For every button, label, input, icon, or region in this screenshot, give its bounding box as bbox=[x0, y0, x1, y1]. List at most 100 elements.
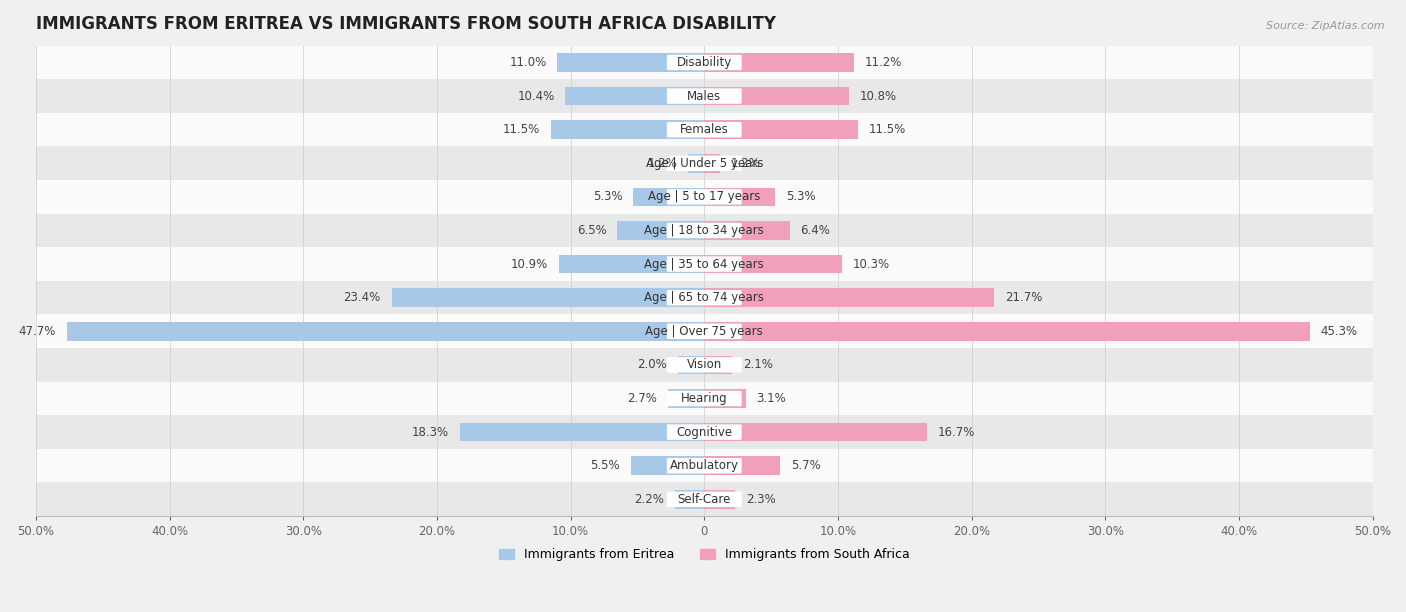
Bar bbox=[37, 482, 1372, 516]
FancyBboxPatch shape bbox=[666, 189, 742, 204]
Bar bbox=[37, 214, 1372, 247]
Text: 5.7%: 5.7% bbox=[792, 459, 821, 472]
Bar bbox=[704, 457, 780, 475]
Bar bbox=[565, 87, 704, 105]
Text: IMMIGRANTS FROM ERITREA VS IMMIGRANTS FROM SOUTH AFRICA DISABILITY: IMMIGRANTS FROM ERITREA VS IMMIGRANTS FR… bbox=[37, 15, 776, 33]
Text: 2.7%: 2.7% bbox=[627, 392, 658, 405]
Text: 11.2%: 11.2% bbox=[865, 56, 903, 69]
Text: Ambulatory: Ambulatory bbox=[669, 459, 738, 472]
Bar bbox=[66, 322, 704, 340]
FancyBboxPatch shape bbox=[666, 357, 742, 373]
Bar bbox=[37, 449, 1372, 482]
Text: 10.3%: 10.3% bbox=[852, 258, 890, 271]
FancyBboxPatch shape bbox=[666, 122, 742, 138]
Bar bbox=[557, 53, 704, 72]
Text: 11.5%: 11.5% bbox=[869, 123, 905, 136]
FancyBboxPatch shape bbox=[666, 256, 742, 272]
Text: 10.4%: 10.4% bbox=[517, 89, 554, 103]
Text: Age | Over 75 years: Age | Over 75 years bbox=[645, 325, 763, 338]
Bar bbox=[688, 154, 704, 173]
Bar bbox=[558, 255, 704, 274]
Bar bbox=[704, 423, 928, 441]
Bar bbox=[37, 348, 1372, 382]
Text: 1.2%: 1.2% bbox=[731, 157, 761, 170]
Text: 11.0%: 11.0% bbox=[509, 56, 547, 69]
Text: 5.5%: 5.5% bbox=[591, 459, 620, 472]
Bar bbox=[631, 457, 704, 475]
Bar bbox=[37, 382, 1372, 416]
Text: Disability: Disability bbox=[676, 56, 733, 69]
Bar bbox=[37, 281, 1372, 315]
Bar bbox=[37, 113, 1372, 146]
Text: Cognitive: Cognitive bbox=[676, 425, 733, 439]
Text: Females: Females bbox=[681, 123, 728, 136]
Bar bbox=[391, 288, 704, 307]
FancyBboxPatch shape bbox=[666, 458, 742, 474]
Text: 2.3%: 2.3% bbox=[745, 493, 776, 506]
Text: 5.3%: 5.3% bbox=[593, 190, 623, 203]
Bar bbox=[37, 146, 1372, 180]
Bar bbox=[704, 121, 858, 139]
Bar bbox=[37, 416, 1372, 449]
FancyBboxPatch shape bbox=[666, 54, 742, 70]
Legend: Immigrants from Eritrea, Immigrants from South Africa: Immigrants from Eritrea, Immigrants from… bbox=[494, 543, 914, 566]
Text: Age | 35 to 64 years: Age | 35 to 64 years bbox=[644, 258, 763, 271]
Text: Age | 5 to 17 years: Age | 5 to 17 years bbox=[648, 190, 761, 203]
Text: Age | 18 to 34 years: Age | 18 to 34 years bbox=[644, 224, 763, 237]
Bar bbox=[675, 490, 704, 509]
Bar bbox=[704, 154, 720, 173]
FancyBboxPatch shape bbox=[666, 290, 742, 305]
Text: 10.8%: 10.8% bbox=[859, 89, 897, 103]
Text: 16.7%: 16.7% bbox=[938, 425, 976, 439]
FancyBboxPatch shape bbox=[666, 324, 742, 339]
Text: 47.7%: 47.7% bbox=[18, 325, 56, 338]
Bar bbox=[704, 188, 775, 206]
Text: Age | Under 5 years: Age | Under 5 years bbox=[645, 157, 763, 170]
Text: Vision: Vision bbox=[686, 359, 721, 371]
FancyBboxPatch shape bbox=[666, 424, 742, 440]
Bar bbox=[704, 356, 733, 374]
Bar bbox=[704, 389, 745, 408]
Bar bbox=[704, 255, 842, 274]
Bar bbox=[704, 222, 790, 240]
Bar bbox=[704, 87, 849, 105]
Text: 2.0%: 2.0% bbox=[637, 359, 666, 371]
Bar bbox=[704, 490, 735, 509]
Bar bbox=[37, 247, 1372, 281]
Bar bbox=[551, 121, 704, 139]
Text: 1.2%: 1.2% bbox=[648, 157, 678, 170]
Bar bbox=[37, 80, 1372, 113]
Bar bbox=[460, 423, 704, 441]
FancyBboxPatch shape bbox=[666, 491, 742, 507]
Bar bbox=[37, 315, 1372, 348]
Text: 11.5%: 11.5% bbox=[502, 123, 540, 136]
FancyBboxPatch shape bbox=[666, 155, 742, 171]
Text: Self-Care: Self-Care bbox=[678, 493, 731, 506]
Bar bbox=[37, 46, 1372, 80]
Text: 45.3%: 45.3% bbox=[1320, 325, 1358, 338]
Text: 18.3%: 18.3% bbox=[412, 425, 449, 439]
FancyBboxPatch shape bbox=[666, 88, 742, 104]
Text: Age | 65 to 74 years: Age | 65 to 74 years bbox=[644, 291, 765, 304]
Text: 2.2%: 2.2% bbox=[634, 493, 664, 506]
Text: Hearing: Hearing bbox=[681, 392, 727, 405]
FancyBboxPatch shape bbox=[666, 223, 742, 238]
FancyBboxPatch shape bbox=[666, 391, 742, 406]
Text: Source: ZipAtlas.com: Source: ZipAtlas.com bbox=[1267, 21, 1385, 31]
Text: 10.9%: 10.9% bbox=[510, 258, 548, 271]
Bar bbox=[678, 356, 704, 374]
Bar bbox=[668, 389, 704, 408]
Bar bbox=[617, 222, 704, 240]
Bar bbox=[704, 288, 994, 307]
Text: 6.4%: 6.4% bbox=[800, 224, 831, 237]
Bar bbox=[704, 53, 853, 72]
Bar bbox=[634, 188, 704, 206]
Text: 21.7%: 21.7% bbox=[1005, 291, 1042, 304]
Text: 3.1%: 3.1% bbox=[756, 392, 786, 405]
Bar bbox=[37, 180, 1372, 214]
Text: 23.4%: 23.4% bbox=[343, 291, 381, 304]
Bar bbox=[704, 322, 1309, 340]
Text: 6.5%: 6.5% bbox=[576, 224, 607, 237]
Text: 2.1%: 2.1% bbox=[742, 359, 773, 371]
Text: Males: Males bbox=[688, 89, 721, 103]
